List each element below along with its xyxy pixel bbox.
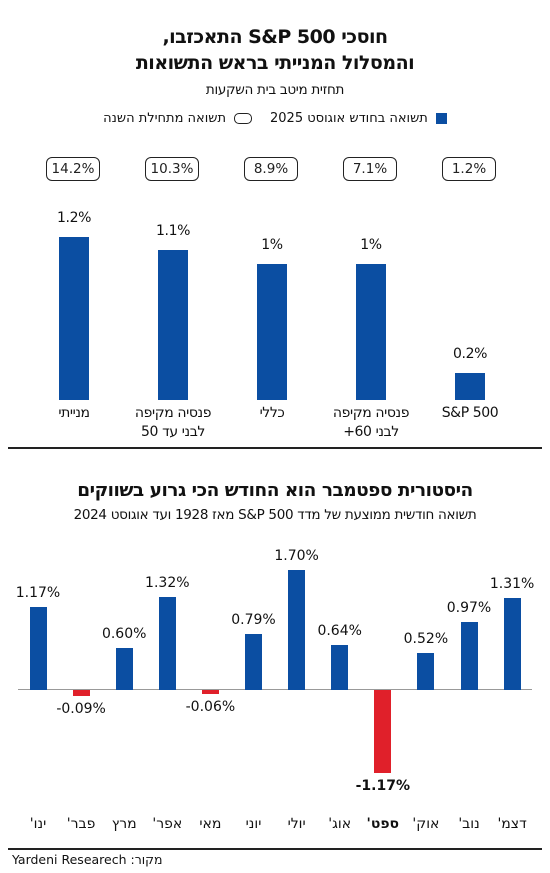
value-label: 1.2% [57, 209, 91, 226]
bar [115, 647, 133, 690]
bar [257, 264, 287, 400]
bar [72, 690, 90, 697]
value-label: 1.31% [489, 575, 535, 592]
legend-swatch [234, 113, 253, 124]
value-label: 0.52% [403, 631, 449, 648]
ytd-box: 10.3% [145, 157, 199, 181]
category-label: מנייתי [58, 405, 90, 421]
baseline [18, 689, 532, 690]
bar [158, 596, 176, 690]
bar [460, 621, 478, 690]
month-label: אוק' [412, 816, 440, 832]
legend-label: תשואה מתחילת השנה [103, 111, 227, 126]
month-label: ספט' [366, 816, 400, 832]
ytd-box: 14.2% [46, 157, 100, 181]
value-label: 1.32% [145, 574, 190, 591]
month-label: ינו' [29, 816, 47, 832]
value-label: -0.09% [56, 701, 106, 718]
legend: תשואה בחודש אוגוסט 2025 תשואה מתחילת השנ… [0, 111, 550, 126]
category-label: פנסיה מקיפה לבני עד 50 [134, 405, 212, 440]
value-label: 0.2% [453, 345, 487, 362]
bar [288, 569, 306, 690]
bar [158, 250, 188, 400]
bar [503, 597, 521, 690]
ytd-box: 8.9% [244, 157, 298, 181]
month-label: אפר' [152, 816, 183, 832]
separator [8, 848, 542, 850]
bar [245, 634, 262, 690]
value-label: 1.17% [15, 585, 61, 602]
chart-title: חוסכי S&P 500 התאכזבו, [162, 26, 388, 48]
month-label: מרץ [111, 816, 137, 832]
bar [29, 607, 47, 690]
chart-title: היסטורית ספטמבר הוא החודש הכי גרוע בשווק… [77, 480, 473, 501]
month-label: פבר' [66, 816, 96, 832]
month-label: נוב' [458, 816, 480, 832]
bar [331, 644, 349, 690]
month-label: יולי [287, 816, 306, 832]
value-label: 0.79% [231, 612, 276, 629]
value-label: 1% [261, 237, 283, 253]
bar [59, 236, 89, 400]
bar [417, 653, 435, 690]
ytd-box: 1.2% [442, 157, 496, 181]
category-label: כללי [259, 405, 285, 421]
bar [356, 264, 386, 400]
value-label: 1% [360, 237, 382, 253]
value-label: 1.70% [274, 547, 319, 564]
month-label: יוני [245, 816, 262, 832]
value-label: -0.06% [185, 699, 236, 716]
legend-label: תשואה בחודש אוגוסט 2025 [270, 111, 428, 126]
month-label: מאי [199, 816, 222, 832]
bar [455, 372, 485, 400]
legend-swatch [435, 113, 447, 124]
month-label: דצמ' [497, 816, 527, 832]
month-label: אוג' [328, 816, 352, 832]
category-label: פנסיה מקיפה לבני 60+ [332, 405, 410, 440]
value-label: 0.64% [317, 622, 362, 639]
value-label: -1.17% [355, 777, 410, 794]
source: מקור: Yardeni Researech [12, 852, 163, 867]
bar [201, 690, 219, 695]
separator [8, 447, 542, 449]
value-label: 0.60% [101, 625, 147, 642]
ytd-box: 7.1% [343, 157, 397, 181]
chart-subtitle: תחזית מיטב בית השקעות [205, 82, 345, 98]
value-label: 0.97% [446, 599, 492, 616]
bar [374, 690, 392, 773]
value-label: 1.1% [156, 223, 190, 240]
chart-subtitle: תשואה חודשית ממוצעת של מדד S&P 500 מאז 1… [73, 507, 477, 523]
chart-title: והמסלול המנייתי בראש התשואות [135, 52, 415, 74]
category-label: S&P 500 [441, 405, 499, 421]
